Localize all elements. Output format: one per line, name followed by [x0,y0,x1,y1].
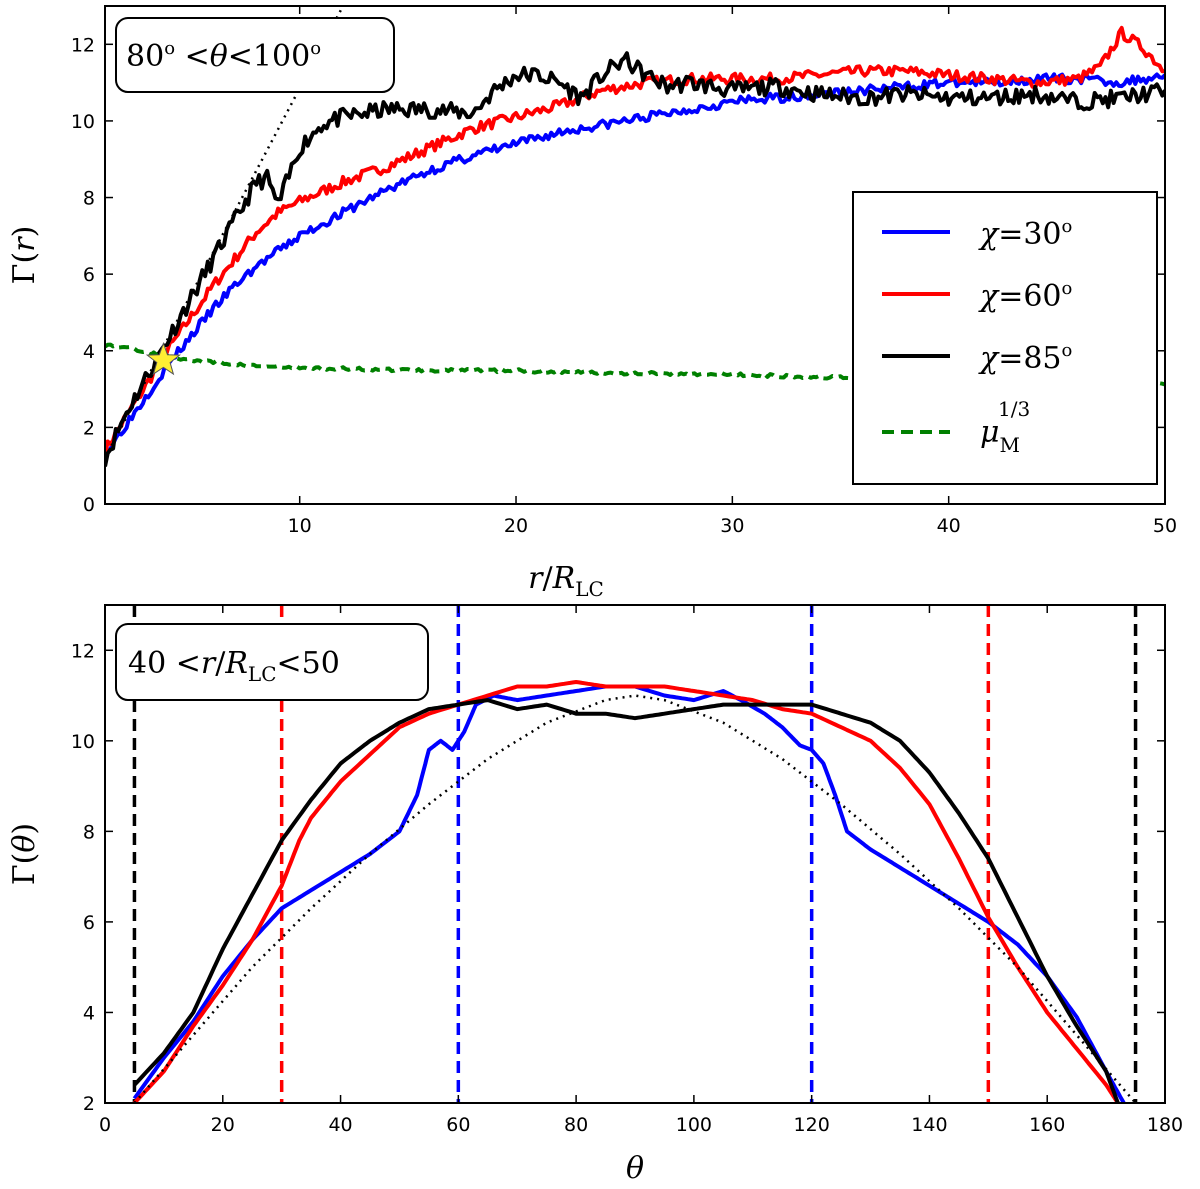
bottom-ytick-label-8: 8 [83,821,95,843]
bottom-xtick-label-20: 20 [211,1114,235,1136]
top-xtick-label-10: 10 [288,515,312,537]
top-ylabel: Γ(r) [7,226,42,285]
top-ticks: 10 20 30 40 50 0 2 4 6 8 10 12 [71,6,1177,537]
bottom-xtick-label-60: 60 [446,1114,470,1136]
top-plot-frame [104,5,1166,505]
legend-label-chi60: χ=60o [978,278,1072,314]
bottom-annotation-frame [115,623,429,701]
top-star-marker [145,341,181,376]
bottom-xtick-label-120: 120 [794,1114,830,1136]
bottom-ylabel: Γ(θ) [7,823,42,885]
bottom-series-group [132,605,1138,1103]
top-ytick-label-10: 10 [71,111,95,133]
top-series-60-ff0000 [105,25,1165,457]
bottom-annotation-text: 40 <r/RLC<50 [128,646,340,686]
bottom-ytick-label-6: 6 [83,912,95,934]
legend: χ=30o χ=60o χ=85o μM1/3 [852,191,1158,485]
legend-frame [852,191,1158,485]
top-ytick-label-8: 8 [83,188,95,210]
bottom-series-85-000000 [132,698,1120,1103]
top-xtick-label-50: 50 [1153,515,1177,537]
bottom-ticks: 0 20 40 60 80 100 120 140 160 180 2 4 6 8 10 12 [71,605,1183,1136]
top-ytick-label-4: 4 [83,341,95,363]
top-xlabel: r/RLC [528,561,604,601]
bottom-annotation-box: 40 <r/RLC<50 [115,623,429,701]
bottom-ytick-label-4: 4 [83,1002,95,1024]
bottom-xtick-label-80: 80 [564,1114,588,1136]
bottom-xlabel: θ [626,1151,644,1186]
top-series-85-000000 [105,51,1165,467]
bottom-ytick-label-12: 12 [71,640,95,662]
bottom-ytick-label-2: 2 [83,1093,95,1115]
top-ytick-label-0: 0 [83,494,95,516]
top-annotation-text: 80o <θ<100o [126,38,321,74]
bottom-xtick-label-160: 160 [1029,1114,1065,1136]
legend-label-mu: μM1/3 [980,397,1030,457]
bottom-xtick-label-0: 0 [99,1114,111,1136]
top-panel: 10 20 30 40 50 0 2 4 6 8 10 12 80o <θ<100o χ=30o χ=… [7,5,1177,601]
bottom-xtick-label-140: 140 [911,1114,947,1136]
bottom-xtick-label-40: 40 [328,1114,352,1136]
top-ytick-label-6: 6 [83,264,95,286]
bottom-series-dotted-reference [133,694,1137,1103]
top-ytick-label-12: 12 [71,34,95,56]
top-xtick-label-20: 20 [504,515,528,537]
top-annotation-frame [115,17,395,93]
bottom-series-60-ff0000 [132,680,1120,1103]
top-ytick-label-2: 2 [83,417,95,439]
top-annotation-box: 80o <θ<100o [115,17,395,93]
bottom-xtick-label-180: 180 [1147,1114,1183,1136]
bottom-ytick-label-10: 10 [71,731,95,753]
top-series-30-0000ff [105,72,1165,460]
top-xtick-label-40: 40 [937,515,961,537]
bottom-plot-frame [104,604,1166,1104]
legend-label-chi30: χ=30o [978,216,1072,252]
legend-label-chi85: χ=85o [978,340,1072,376]
top-xtick-label-30: 30 [720,515,744,537]
bottom-xtick-label-100: 100 [676,1114,712,1136]
top-series-dotted-reference [105,6,345,459]
bottom-panel: 0 20 40 60 80 100 120 140 160 180 2 4 6 8 10 12 40 <r/R… [7,604,1183,1186]
